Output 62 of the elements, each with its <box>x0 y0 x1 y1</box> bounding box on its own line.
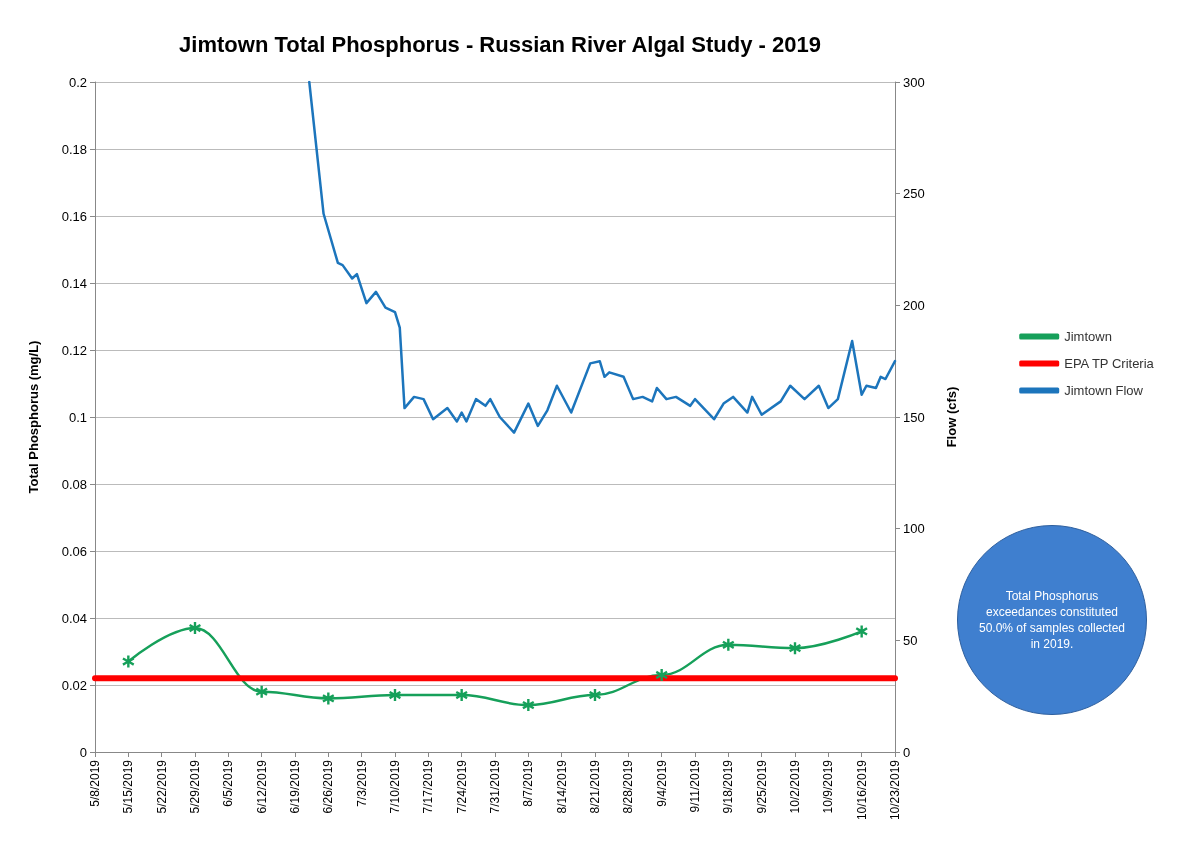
point <box>855 625 868 638</box>
x-tick-label: 5/8/2019 <box>88 759 102 807</box>
chart-title: Jimtown Total Phosphorus - Russian River Algal Study - 2019 <box>179 31 821 57</box>
y2-tick-label: 250 <box>903 186 925 202</box>
x-tick-label: 7/10/2019 <box>388 759 402 814</box>
x-tick-label: 6/19/2019 <box>288 759 302 814</box>
x-tick-label: 7/17/2019 <box>421 759 436 814</box>
x-tick-label: 5/29/2019 <box>188 759 202 814</box>
x-tick-label: 9/11/2019 <box>688 759 702 813</box>
y2-axis-title: Flow (cfs) <box>944 386 959 448</box>
point <box>389 689 401 702</box>
y-tick-label: 0.2 <box>68 74 87 90</box>
x-tick-label: 9/18/2019 <box>721 759 736 814</box>
y-tick-label: 0.1 <box>68 409 87 425</box>
x-tick-label: 7/24/2019 <box>454 759 469 814</box>
x-tick-label: 8/7/2019 <box>521 759 536 807</box>
x-tick-label: 7/31/2019 <box>488 759 502 814</box>
line-series <box>308 80 897 434</box>
x-tick-label: 8/28/2019 <box>621 759 636 814</box>
legend-label: EPA TP Criteria <box>1064 356 1155 371</box>
x-tick-label: 6/5/2019 <box>221 759 236 807</box>
y-tick-label: 0.16 <box>61 208 87 224</box>
point <box>322 692 335 705</box>
x-tick-label: 6/26/2019 <box>321 759 336 814</box>
x-tick-label: 8/21/2019 <box>588 759 602 814</box>
y2-tick-label: 200 <box>903 297 925 313</box>
point <box>722 638 735 651</box>
x-tick-label: 9/4/2019 <box>654 759 669 807</box>
point <box>789 642 801 655</box>
y2-tick-label: 100 <box>903 521 925 537</box>
y-tick-label: 0.02 <box>61 677 87 693</box>
x-tick-label: 8/14/2019 <box>554 759 569 814</box>
y-tick-label: 0.14 <box>61 275 87 291</box>
point <box>655 668 668 681</box>
y2-tick-label: 300 <box>903 74 925 90</box>
y-tick-label: 0.04 <box>61 610 87 626</box>
y-tick-label: 0.18 <box>61 141 87 157</box>
y-tick-label: 0.12 <box>61 342 87 358</box>
point <box>589 689 601 702</box>
x-tick-label: 5/22/2019 <box>154 759 169 814</box>
y2-tick-label: 50 <box>903 632 918 648</box>
y-axis-title: Total Phosphorus (mg/L) <box>26 340 41 494</box>
y2-tick-label: 150 <box>903 409 925 425</box>
x-tick-label: 10/9/2019 <box>821 759 836 814</box>
y-tick-label: 0.08 <box>61 476 87 492</box>
x-tick-label: 10/23/2019 <box>888 759 902 821</box>
point <box>255 685 268 698</box>
y-tick-label: 0 <box>79 744 87 760</box>
x-tick-label: 6/12/2019 <box>254 759 269 814</box>
y-tick-label: 0.06 <box>61 543 87 559</box>
y2-tick-label: 0 <box>903 744 911 760</box>
legend-label: Jimtown <box>1064 329 1112 344</box>
legend-label: Jimtown Flow <box>1064 383 1144 398</box>
x-tick-label: 5/15/2019 <box>121 759 136 814</box>
point <box>455 689 468 702</box>
x-tick-label: 10/16/2019 <box>854 759 869 821</box>
x-tick-label: 10/2/2019 <box>788 759 802 814</box>
point <box>122 655 135 668</box>
x-tick-label: 9/25/2019 <box>754 759 769 814</box>
point <box>189 622 201 635</box>
x-tick-label: 7/3/2019 <box>354 759 369 807</box>
point <box>522 699 535 712</box>
